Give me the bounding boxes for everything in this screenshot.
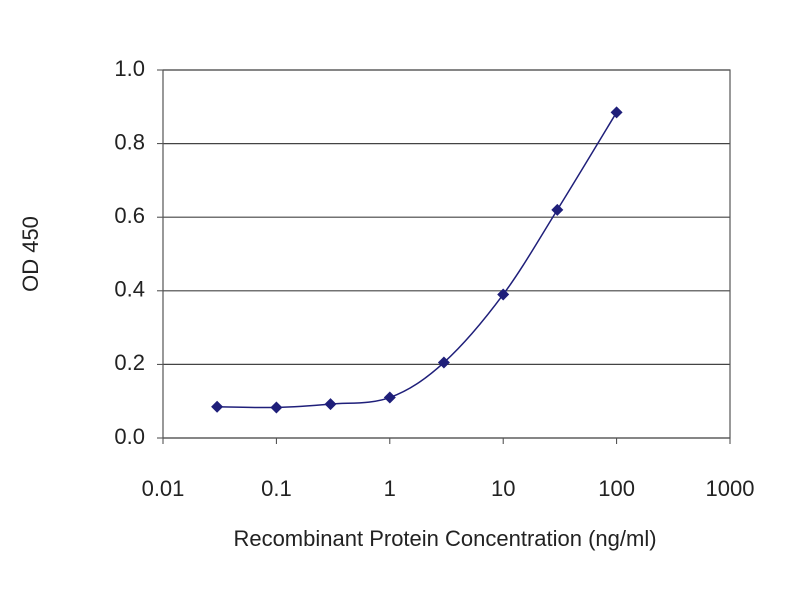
y-tick-label: 0.0 — [114, 424, 145, 449]
plot-frame — [162, 69, 731, 439]
y-tick-label: 1.0 — [114, 56, 145, 81]
point-marker — [437, 356, 450, 369]
x-tick-label: 0.1 — [261, 476, 292, 501]
point-marker — [610, 106, 623, 119]
y-tick-label: 0.2 — [114, 350, 145, 375]
point-marker — [383, 391, 396, 404]
point-marker — [211, 400, 224, 413]
point-marker — [497, 288, 510, 301]
x-tick-label: 1 — [384, 476, 396, 501]
x-tick-label: 100 — [598, 476, 635, 501]
x-tick-label: 10 — [491, 476, 515, 501]
point-marker — [270, 401, 283, 414]
point-marker — [551, 203, 564, 216]
y-tick-label: 0.8 — [114, 129, 145, 154]
x-axis-label: Recombinant Protein Concentration (ng/ml… — [233, 526, 656, 551]
x-tick-label: 0.01 — [142, 476, 185, 501]
series-line — [217, 111, 618, 409]
y-tick-label: 0.6 — [114, 203, 145, 228]
y-tick-label: 0.4 — [114, 277, 145, 302]
point-marker — [324, 398, 337, 411]
y-axis-label: OD 450 — [18, 216, 43, 292]
x-tick-label: 1000 — [706, 476, 755, 501]
